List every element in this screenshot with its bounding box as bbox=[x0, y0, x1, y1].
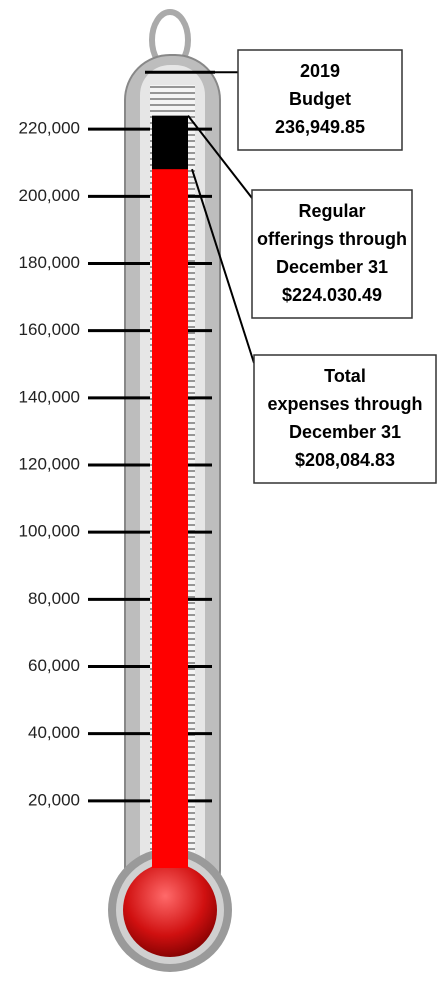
y-tick-label: 140,000 bbox=[19, 387, 80, 406]
value-label: Regular bbox=[298, 201, 365, 221]
value-label: 236,949.85 bbox=[275, 117, 365, 137]
value-label: expenses through bbox=[267, 394, 422, 414]
value-label: $224.030.49 bbox=[282, 285, 382, 305]
y-tick-label: 160,000 bbox=[19, 320, 80, 339]
y-tick-label: 120,000 bbox=[19, 454, 80, 473]
value-label: December 31 bbox=[276, 257, 388, 277]
y-tick-label: 100,000 bbox=[19, 522, 80, 541]
y-tick-label: 60,000 bbox=[28, 656, 80, 675]
chart: 20,000 40,000 60,000 80,000 100,000 120,000 14… bbox=[0, 0, 438, 990]
y-tick-label: 80,000 bbox=[28, 589, 80, 608]
y-tick-label: 180,000 bbox=[19, 253, 80, 272]
value-label: 2019 bbox=[300, 61, 340, 81]
y-tick-label: 40,000 bbox=[28, 723, 80, 742]
value-label: Budget bbox=[289, 89, 351, 109]
value-label: Total bbox=[324, 366, 366, 386]
expenses-column bbox=[152, 169, 188, 868]
value-label: December 31 bbox=[289, 422, 401, 442]
y-tick-label: 20,000 bbox=[28, 790, 80, 809]
y-tick-label: 220,000 bbox=[19, 119, 80, 138]
y-tick-label: 200,000 bbox=[19, 186, 80, 205]
value-label: offerings through bbox=[257, 229, 407, 249]
value-label: $208,084.83 bbox=[295, 450, 395, 470]
